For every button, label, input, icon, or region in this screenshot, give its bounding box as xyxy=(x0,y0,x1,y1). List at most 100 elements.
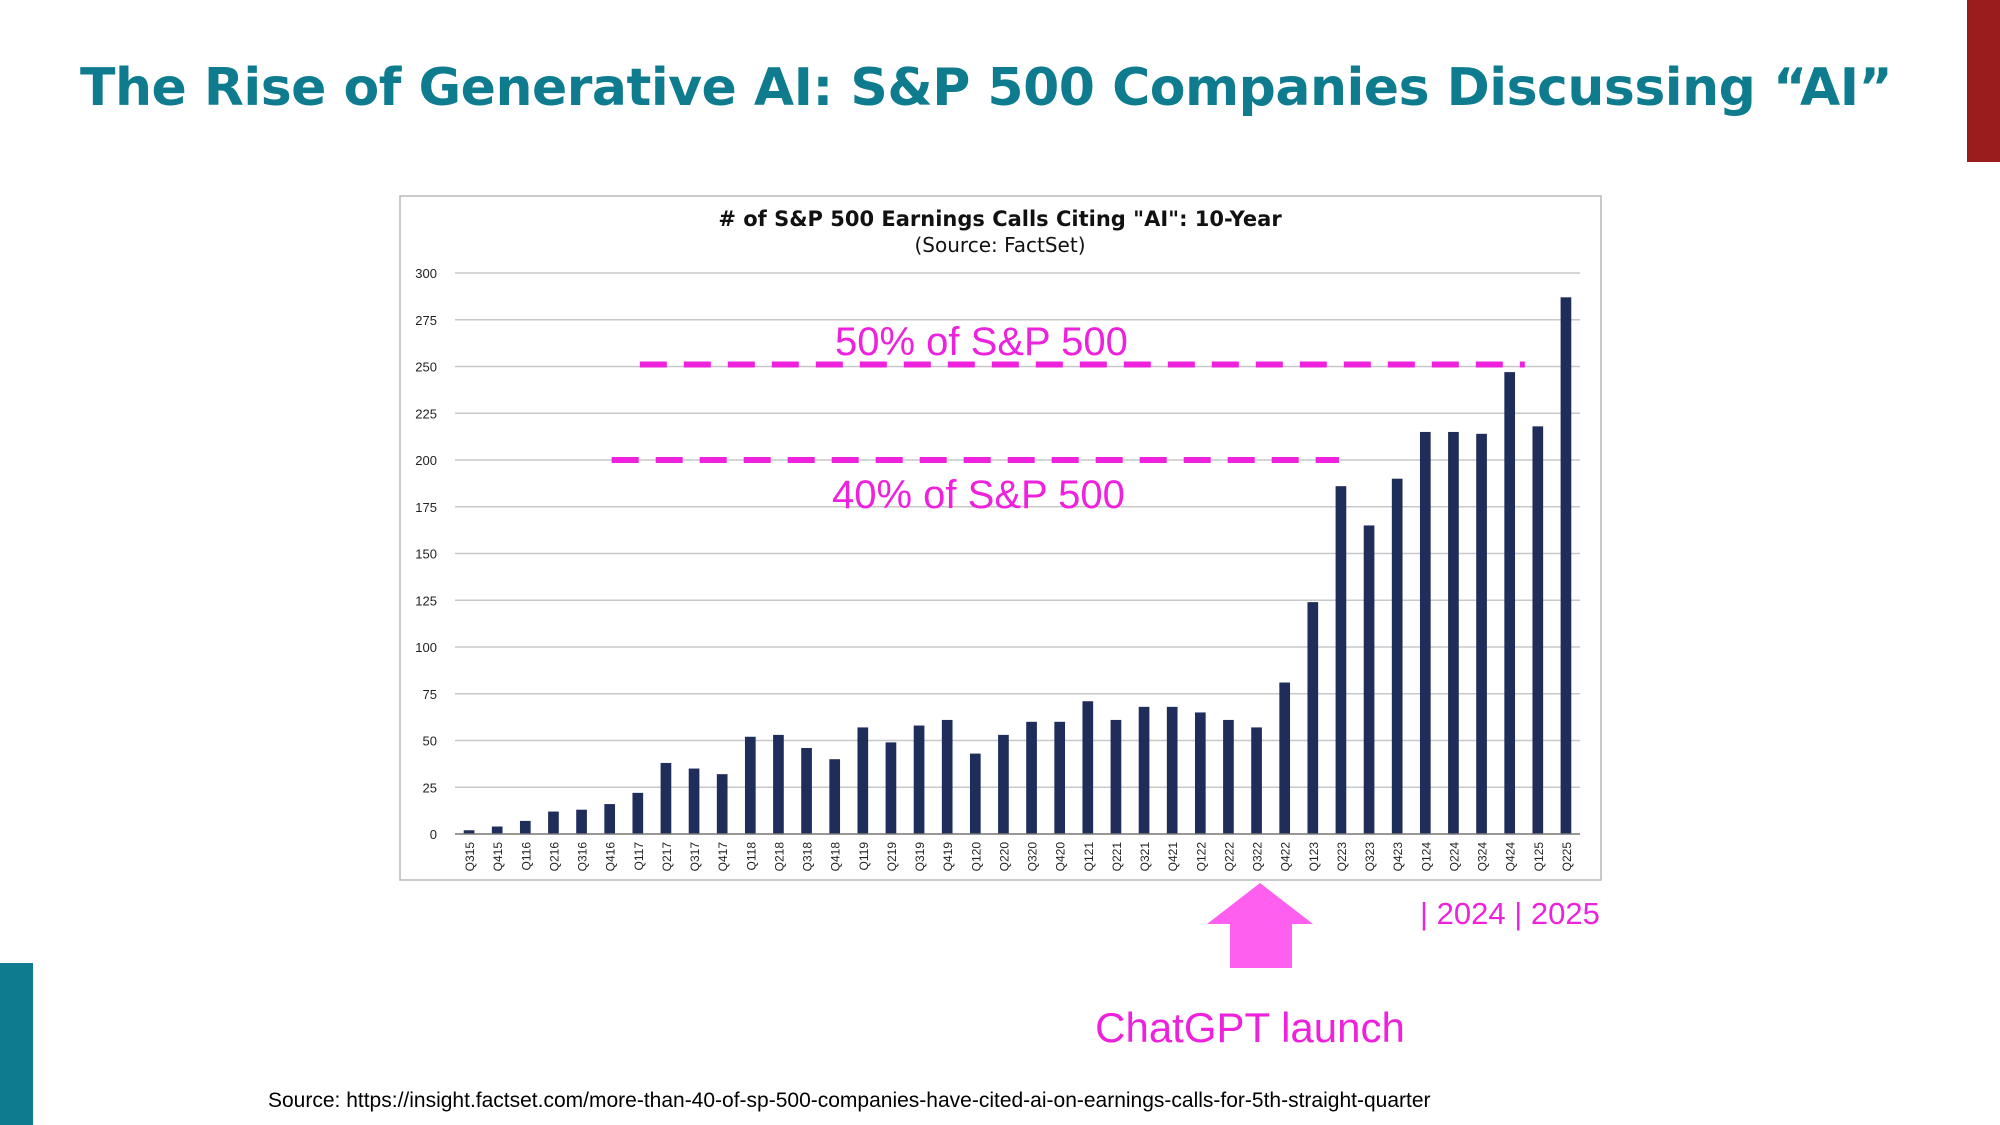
bar-q116 xyxy=(519,820,531,834)
bar-q417 xyxy=(716,774,728,834)
bar-q316 xyxy=(576,809,587,834)
bar-q120 xyxy=(969,753,981,834)
x-axis-ticks: Q315 Q415 Q116 Q216 Q316 Q416 Q117 Q217 Q317 Q417… xyxy=(463,842,1574,872)
x-tick-label: Q424 xyxy=(1504,842,1518,872)
chart-title: # of S&P 500 Earnings Calls Citing "AI":… xyxy=(718,207,1282,231)
x-tick-label: Q318 xyxy=(801,842,815,872)
x-tick-label: Q124 xyxy=(1419,842,1433,872)
x-tick-label: Q322 xyxy=(1251,842,1265,872)
y-tick-label: 125 xyxy=(415,593,437,608)
bar-q124 xyxy=(1419,431,1431,834)
y-tick-label: 75 xyxy=(423,687,437,702)
x-tick-label: Q320 xyxy=(1026,842,1040,872)
y-tick-label: 50 xyxy=(423,734,437,749)
x-tick-label: Q116 xyxy=(519,842,533,871)
annotation-label-50-percent: 50% of S&P 500 xyxy=(835,320,1128,364)
x-tick-label: Q319 xyxy=(913,842,927,872)
x-tick-label: Q122 xyxy=(1194,842,1208,872)
x-tick-label: Q418 xyxy=(829,842,843,872)
bar-q320 xyxy=(1026,721,1037,834)
x-tick-label: Q117 xyxy=(632,842,646,871)
bar-q119 xyxy=(857,727,869,834)
bar-q419 xyxy=(941,719,953,834)
bar-q319 xyxy=(913,725,925,834)
x-tick-label: Q316 xyxy=(576,842,590,872)
bar-q318 xyxy=(801,747,812,834)
bars xyxy=(463,297,1572,834)
bar-q416 xyxy=(604,804,616,834)
x-tick-label: Q422 xyxy=(1279,842,1293,872)
bar-q220 xyxy=(998,734,1009,834)
y-tick-label: 175 xyxy=(415,500,437,515)
x-tick-label: Q417 xyxy=(716,842,730,872)
bar-q415 xyxy=(491,826,503,834)
y-tick-label: 100 xyxy=(415,640,437,655)
bar-q222 xyxy=(1223,719,1234,834)
bar-q123 xyxy=(1307,602,1319,834)
bar-q422 xyxy=(1279,682,1291,834)
x-tick-label: Q315 xyxy=(463,842,477,872)
y-tick-label: 150 xyxy=(415,547,437,562)
x-tick-label: Q222 xyxy=(1222,842,1236,872)
chatgpt-launch-label: ChatGPT launch xyxy=(1095,1004,1405,1051)
x-tick-label: Q220 xyxy=(997,842,1011,872)
y-tick-label: 0 xyxy=(430,827,437,842)
x-tick-label: Q224 xyxy=(1447,842,1461,872)
chart-subtitle: (Source: FactSet) xyxy=(915,233,1086,257)
bar-q225 xyxy=(1560,297,1572,834)
x-tick-label: Q221 xyxy=(1110,842,1124,872)
x-tick-label: Q324 xyxy=(1476,842,1490,872)
x-tick-label: Q317 xyxy=(688,842,702,872)
x-tick-label: Q421 xyxy=(1166,842,1180,872)
bar-q424 xyxy=(1504,372,1516,834)
slide-title: The Rise of Generative AI: S&P 500 Compa… xyxy=(80,58,1893,118)
bar-q216 xyxy=(548,811,559,834)
bar-q321 xyxy=(1138,706,1150,834)
x-tick-label: Q416 xyxy=(604,842,618,872)
bar-q217 xyxy=(660,762,672,834)
x-tick-label: Q120 xyxy=(969,842,983,872)
x-tick-label: Q217 xyxy=(660,842,674,872)
bar-q317 xyxy=(688,768,700,834)
x-tick-label: Q219 xyxy=(885,842,899,872)
bar-q117 xyxy=(632,792,644,834)
y-tick-label: 225 xyxy=(415,406,437,421)
x-tick-label: Q420 xyxy=(1054,842,1068,872)
x-tick-label: Q323 xyxy=(1363,842,1377,872)
x-tick-label: Q415 xyxy=(491,842,505,872)
bar-q221 xyxy=(1110,719,1122,834)
accent-bar-left xyxy=(0,963,33,1125)
x-tick-label: Q216 xyxy=(547,842,561,872)
bar-q122 xyxy=(1194,712,1206,834)
bar-q324 xyxy=(1476,433,1487,834)
annotation-label-40-percent: 40% of S&P 500 xyxy=(832,473,1125,517)
x-tick-label: Q121 xyxy=(1082,842,1096,872)
x-tick-label: Q223 xyxy=(1335,842,1349,872)
x-tick-label: Q123 xyxy=(1307,842,1321,872)
bar-q224 xyxy=(1448,431,1459,834)
x-tick-label: Q119 xyxy=(857,842,871,871)
accent-bar-right xyxy=(1967,0,2000,162)
y-tick-label: 275 xyxy=(415,313,437,328)
chart: # of S&P 500 Earnings Calls Citing "AI":… xyxy=(399,195,1602,1051)
x-tick-label: Q423 xyxy=(1391,842,1405,872)
bar-q423 xyxy=(1391,478,1403,834)
x-tick-label: Q321 xyxy=(1138,842,1152,872)
y-tick-label: 200 xyxy=(415,453,437,468)
y-tick-label: 25 xyxy=(423,780,437,795)
bar-q323 xyxy=(1363,525,1375,834)
x-tick-label: Q218 xyxy=(772,842,786,872)
y-axis-ticks: 0 25 50 75 100 125 150 175 200 225 250 275 300 xyxy=(415,266,437,842)
annotation-years-label: | 2024 | 2025 xyxy=(1420,896,1600,931)
x-tick-label: Q125 xyxy=(1532,842,1546,872)
bar-q420 xyxy=(1054,721,1066,834)
bar-q315 xyxy=(463,830,475,834)
bar-q421 xyxy=(1166,706,1178,834)
bar-q121 xyxy=(1082,701,1094,834)
bar-q219 xyxy=(885,742,897,834)
bar-q125 xyxy=(1532,426,1544,834)
bar-q418 xyxy=(829,759,841,834)
bar-q218 xyxy=(773,734,784,834)
source-citation: Source: https://insight.factset.com/more… xyxy=(268,1089,1431,1112)
y-tick-label: 250 xyxy=(415,360,437,375)
